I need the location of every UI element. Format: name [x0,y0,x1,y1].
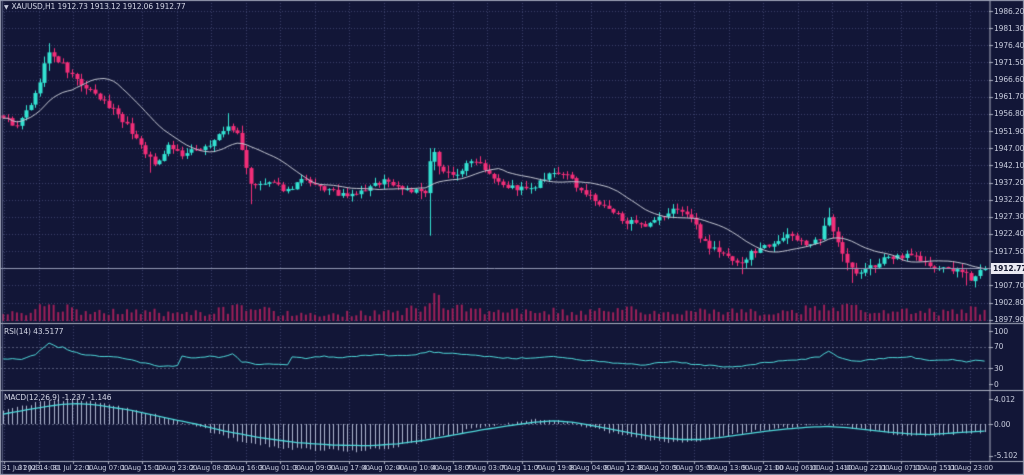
time-axis-label: 3 Aug 17:00 [328,464,370,472]
rsi-axis-label: 70 [994,342,1004,352]
time-axis-label: 8 Aug 04:00 [569,464,612,472]
price-axis-label: 1986.20 [994,6,1024,16]
time-axis-label: 3 Aug 01:00 [259,464,301,472]
time-axis-label: 9 Aug 05:00 [673,464,715,472]
price-axis-label: 1907.70 [994,280,1024,290]
time-axis-label: 1 Aug 15:00 [121,464,163,472]
time-axis-label: 7 Aug 11:00 [500,464,543,472]
current-price-tag: 1912.77 [991,263,1024,274]
time-axis-label: 8 Aug 20:00 [638,464,681,472]
time-axis-label: 2 Aug 08:00 [190,464,232,472]
collapse-indicator-icon[interactable]: ▼ [4,4,9,11]
price-axis-label: 1902.80 [994,298,1024,308]
macd-indicator-label: MACD(12,26,9) -1.237 -1.146 [4,393,112,402]
price-axis-label: 1947.00 [994,143,1024,153]
price-axis-label: 1942.10 [994,160,1024,170]
price-axis-label: 1917.50 [994,246,1024,256]
time-axis-label: 7 Aug 03:00 [466,464,508,472]
time-axis-label: 11 Aug 23:00 [947,464,993,472]
time-axis-label: 11 Aug 07:00 [878,464,924,472]
price-axis-label: 1937.20 [994,178,1024,187]
time-axis-label: 2 Aug 16:00 [224,464,267,472]
time-axis-label: 1 Aug 07:00 [86,464,129,472]
price-axis-label: 1922.40 [994,229,1024,239]
time-axis-label: 31 Jul 14:00 [18,464,59,472]
time-axis-label: 9 Aug 21:00 [742,464,784,472]
price-axis-label: 1951.90 [994,126,1024,136]
macd-axis-label: 0.00 [994,419,1011,429]
rsi-axis-label: 100 [994,326,1009,336]
time-axis-label: 10 Aug 06:00 [774,464,821,472]
time-axis-label: 4 Aug 10:00 [397,464,439,472]
price-axis-label: 1927.30 [994,212,1024,222]
time-axis-label: 1 Aug 23:00 [155,464,198,472]
time-axis-label: 31 Jul 22:00 [52,464,94,472]
time-axis-label: 4 Aug 18:00 [431,464,474,472]
chart-title: ▼ XAUUSD,H1 1912.73 1913.12 1912.06 1912.… [4,2,186,11]
rsi-indicator-label: RSI(14) 43.5177 [4,327,64,336]
time-axis-label: 7 Aug 19:00 [535,464,577,472]
price-axis-label: 1966.60 [994,75,1024,85]
time-axis-label: 10 Aug 14:00 [809,464,855,472]
price-axis-label: 1961.70 [994,92,1024,102]
time-axis-label: 9 Aug 13:00 [707,464,750,472]
price-axis-label: 1971.50 [994,57,1024,67]
rsi-axis-label: 0 [994,379,999,389]
price-axis-label: 1897.90 [994,315,1024,325]
symbol-ohlc-text: XAUUSD,H1 1912.73 1913.12 1912.06 1912.7… [11,2,186,11]
time-axis-label: 11 Aug 15:00 [912,464,959,472]
price-axis-label: 1981.30 [994,23,1024,33]
macd-axis-label: 4.012 [994,394,1015,404]
price-axis-label: 1976.40 [994,40,1024,50]
time-axis-label: 8 Aug 12:00 [604,464,646,472]
time-axis-label: 31 Jul 2023 [2,464,41,472]
price-axis-label: 1956.80 [994,109,1024,119]
macd-axis-label: -5.102 [994,451,1018,461]
rsi-axis-label: 30 [994,363,1004,373]
time-axis-label: 10 Aug 22:00 [843,464,890,472]
price-axis-label: 1932.20 [994,195,1024,205]
time-axis-label: 4 Aug 02:00 [362,464,405,472]
time-axis-label: 3 Aug 09:00 [293,464,336,472]
